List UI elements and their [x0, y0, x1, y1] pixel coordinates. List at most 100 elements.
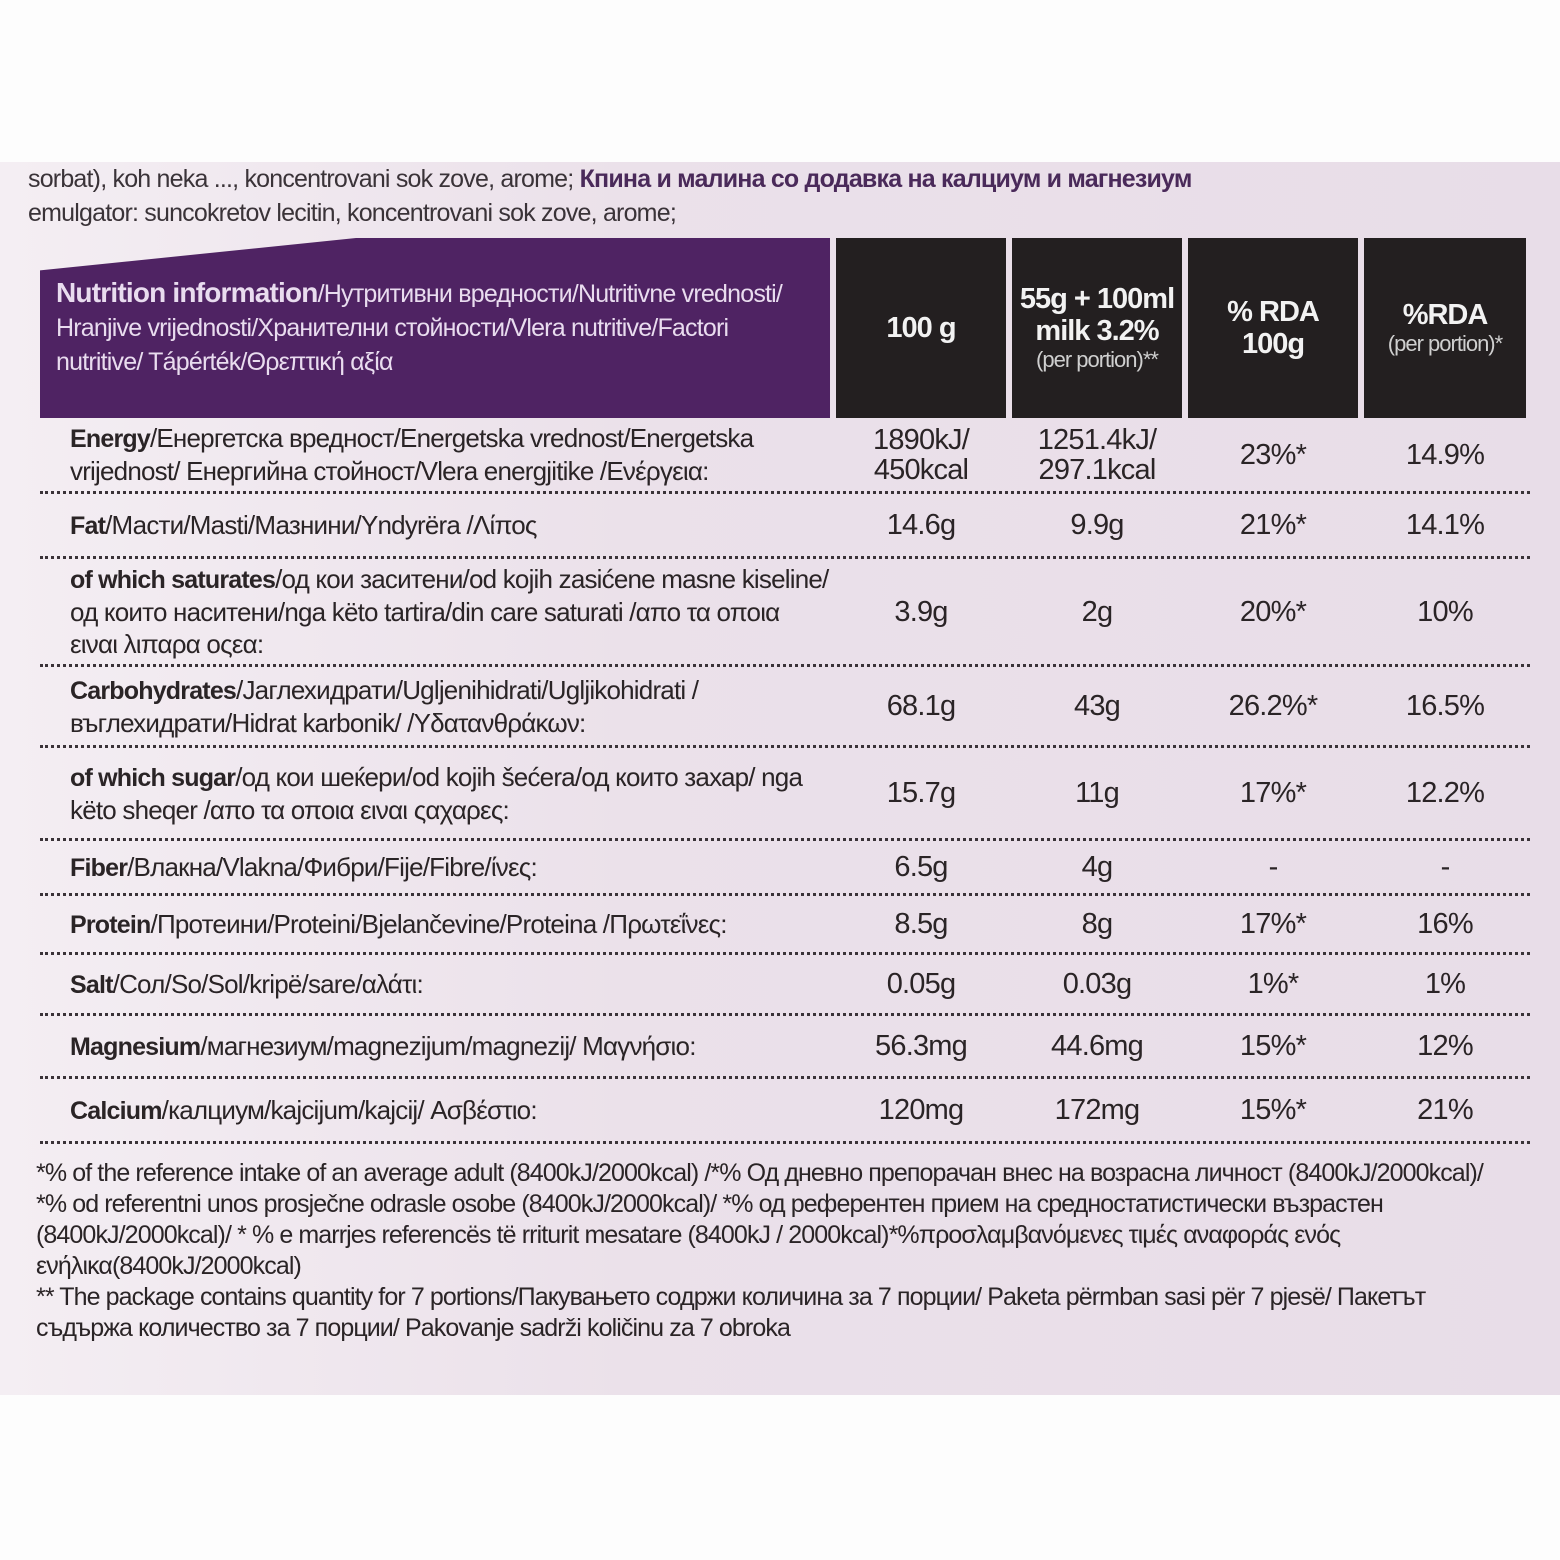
- header-portion-line2: milk 3.2%: [1035, 315, 1159, 347]
- nutrient-name-translations: /Сол/So/Sol/kripë/sare/αλάτι:: [112, 968, 424, 999]
- rda-portion: 10%: [1417, 595, 1473, 628]
- rda-portion: 1%: [1424, 968, 1466, 1000]
- nutrient-name-bold: of which saturates: [70, 566, 276, 594]
- rda-100g: 17%*: [1239, 908, 1307, 940]
- header-rda-portion-line1: %RDA: [1402, 299, 1489, 331]
- value-portion: 2g: [1081, 595, 1113, 628]
- rda-portion: 12%: [1417, 1030, 1473, 1062]
- table-header: Nutrition information/Нутритивни вреднос…: [40, 238, 1530, 418]
- nutrient-name-bold: Carbohydrates: [70, 676, 237, 705]
- value-100g: 8.5g: [894, 908, 948, 940]
- header-portion-line1: 55g + 100ml: [1019, 283, 1175, 315]
- header-rda-100g: % RDA 100g: [1188, 238, 1358, 418]
- ingredients-line-2: emulgator: suncokretov lecitin, koncentr…: [28, 199, 677, 227]
- nutrient-name-bold: Salt: [70, 970, 113, 999]
- rda-portion: 12.2%: [1405, 777, 1485, 809]
- header-100g-label: 100 g: [886, 312, 956, 344]
- header-100g: 100 g: [836, 238, 1006, 418]
- table-row: of which sugar/од кои шеќери/od kojih še…: [40, 748, 1530, 841]
- footnote-line: (8400kJ/2000kcal)/ * % e marrjes referen…: [36, 1221, 1341, 1249]
- rda-portion: -: [1440, 851, 1451, 883]
- value-100g: 6.5g: [894, 851, 948, 883]
- value-portion: 172mg: [1054, 1094, 1140, 1126]
- nutrient-name-translations: /од кои заситени/od kojih zasićene masne…: [70, 564, 829, 659]
- nutrient-name: of which saturates/од кои заситени/od ko…: [40, 559, 830, 664]
- rda-portion: 16%: [1417, 908, 1473, 940]
- table-row: Energy/Енергетска вредност/Energetska vr…: [40, 418, 1530, 494]
- header-rda-line2: 100g: [1241, 328, 1305, 360]
- ingredients-line-1: sorbat), koh neka ..., koncentrovani sok…: [28, 165, 574, 193]
- rda-100g: -: [1268, 851, 1279, 883]
- value-portion: 4g: [1081, 851, 1113, 883]
- nutrient-name: of which sugar/од кои шеќери/od kojih še…: [40, 757, 830, 830]
- nutrient-name-translations: /Протеини/Proteini/Bjelančevine/Proteina…: [150, 908, 728, 939]
- value-100g: 68.1g: [886, 690, 956, 722]
- value-100g: 14.6g: [886, 509, 956, 541]
- nutrient-name: Calcium/калциум/kajcijum/kajcij/ Ασβέστι…: [40, 1090, 830, 1131]
- nutrient-name-bold: Protein: [70, 910, 151, 939]
- table-row: Fiber/Влакна/Vlakna/Фибри/Fije/Fibre/ίνε…: [40, 841, 1530, 896]
- rda-portion: 21%: [1417, 1094, 1473, 1126]
- value-portion: 0.03g: [1062, 968, 1132, 1000]
- footnote-line: съдържа количество за 7 порции/ Pakovanj…: [36, 1314, 791, 1342]
- nutrient-name: Fat/Масти/Masti/Мазнини/Yndyrëra /Λίπος: [40, 505, 830, 546]
- title-rest: /Нутритивни вредности/Nutritivne vrednos…: [56, 280, 783, 376]
- rda-portion: 16.5%: [1405, 690, 1485, 722]
- table-row: of which saturates/од кои заситени/od ko…: [40, 559, 1530, 667]
- table-row: Calcium/калциум/kajcijum/kajcij/ Ασβέστι…: [40, 1079, 1530, 1144]
- nutrient-name-translations: /калциум/kajcijum/kajcij/ Ασβέστιο:: [161, 1094, 538, 1125]
- nutrient-name-translations: /Влакна/Vlakna/Фибри/Fije/Fibre/ίνες:: [127, 851, 538, 882]
- value-100g: 120mg: [878, 1094, 964, 1126]
- header-rda-line1: % RDA: [1227, 296, 1320, 328]
- header-rda-portion-note: (per portion)*: [1387, 331, 1503, 356]
- rda-100g: 20%*: [1239, 595, 1307, 628]
- nutrient-name-bold: Calcium: [70, 1096, 162, 1125]
- footnote-line: ενήλικα(8400kJ/2000kcal): [36, 1252, 302, 1280]
- footnotes: *% of the reference intake of an average…: [36, 1158, 1536, 1344]
- value-portion: 11g: [1075, 777, 1120, 809]
- table-row: Carbohydrates/Јаглехидрати/Ugljenihidrat…: [40, 667, 1530, 748]
- nutrient-name-translations: /од кои шеќери/od kojih šećera/од които …: [70, 761, 803, 825]
- title-bold: Nutrition information: [56, 277, 318, 308]
- rda-100g: 17%*: [1239, 777, 1307, 809]
- footnote-line: *% od referentni unos prosječne odrasle …: [36, 1190, 1384, 1218]
- rda-100g: 23%*: [1239, 438, 1307, 471]
- nutrient-name-translations: /Енергетска вредност/Energetska vrednost…: [70, 423, 754, 486]
- header-title: Nutrition information/Нутритивни вреднос…: [40, 238, 830, 418]
- nutrient-name-bold: Magnesium: [70, 1032, 201, 1061]
- nutrient-name-translations: /Масти/Masti/Мазнини/Yndyrëra /Λίπος: [105, 509, 537, 540]
- value-100g: 3.9g: [894, 595, 948, 628]
- nutrient-name-bold: Fiber: [70, 853, 128, 882]
- value-portion: 8g: [1081, 908, 1113, 940]
- rda-portion: 14.9%: [1405, 438, 1485, 471]
- value-100g: 0.05g: [886, 968, 956, 1000]
- rda-portion: 14.1%: [1405, 509, 1485, 541]
- header-portion-note: (per portion)**: [1036, 347, 1159, 372]
- value-portion: 9.9g: [1070, 509, 1124, 541]
- rda-100g: 1%*: [1247, 968, 1300, 1000]
- value-100g: 1890kJ/ 450kcal: [873, 423, 970, 486]
- rda-100g: 26.2%*: [1228, 690, 1319, 722]
- nutrient-name: Carbohydrates/Јаглехидрати/Ugljenihidrat…: [40, 670, 830, 743]
- table-body: Energy/Енергетска вредност/Energetska vr…: [40, 418, 1530, 1144]
- table-row: Protein/Протеини/Proteini/Bjelančevine/P…: [40, 896, 1530, 955]
- value-portion: 43g: [1074, 690, 1121, 722]
- nutrient-name: Magnesium/магнезиум/magnezijum/magnezij/…: [40, 1026, 830, 1067]
- nutrient-name-bold: Fat: [70, 511, 106, 540]
- rda-100g: 15%*: [1239, 1094, 1307, 1126]
- nutrient-name: Protein/Протеини/Proteini/Bjelančevine/P…: [40, 904, 830, 945]
- nutrient-name-translations: /магнезиум/magnezijum/magnezij/ Μαγνήσιο…: [200, 1030, 696, 1061]
- rda-100g: 15%*: [1239, 1030, 1307, 1062]
- rda-100g: 21%*: [1239, 509, 1307, 541]
- nutrient-name-bold: Energy: [70, 425, 151, 453]
- ingredients-line-1-bold: Кпина и малина со додавка на калциум и м…: [579, 165, 1193, 193]
- table-row: Magnesium/магнезиум/magnezijum/magnezij/…: [40, 1016, 1530, 1079]
- value-100g: 15.7g: [886, 777, 956, 809]
- nutrient-name: Energy/Енергетска вредност/Energetska vr…: [40, 418, 830, 491]
- ingredients-text: sorbat), koh neka ..., koncentrovani sok…: [28, 162, 1548, 230]
- value-portion: 1251.4kJ/ 297.1kcal: [1037, 423, 1157, 486]
- value-portion: 44.6mg: [1051, 1030, 1144, 1062]
- nutrient-name-translations: /Јаглехидрати/Ugljenihidrati/Ugljikohidr…: [70, 674, 699, 738]
- footnote-line: *% of the reference intake of an average…: [36, 1159, 1484, 1187]
- nutrient-name: Salt/Сол/So/Sol/kripë/sare/αλάτι:: [40, 964, 830, 1005]
